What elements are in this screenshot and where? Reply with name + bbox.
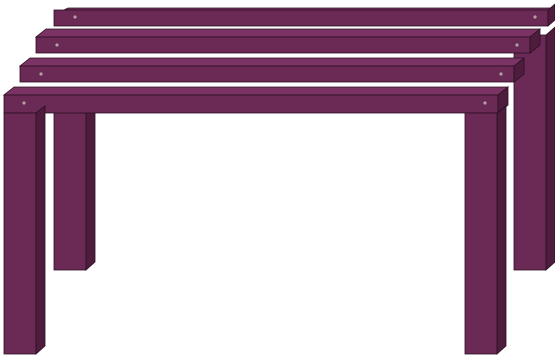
front-right-leg bbox=[464, 105, 507, 355]
bolt-icon bbox=[482, 100, 488, 106]
bolt-icon bbox=[72, 14, 78, 20]
back-left-leg bbox=[53, 103, 96, 271]
bolt-icon bbox=[514, 42, 520, 48]
bolt-icon bbox=[38, 71, 44, 77]
bolt-icon bbox=[54, 42, 60, 48]
slat-second bbox=[34, 28, 542, 54]
bolt-icon bbox=[532, 14, 538, 20]
slat-front bbox=[2, 86, 510, 114]
slat-back bbox=[53, 3, 555, 27]
front-left-leg bbox=[3, 105, 46, 355]
bolt-icon bbox=[498, 71, 504, 77]
slat-third bbox=[18, 57, 526, 83]
bolt-icon bbox=[21, 100, 27, 106]
